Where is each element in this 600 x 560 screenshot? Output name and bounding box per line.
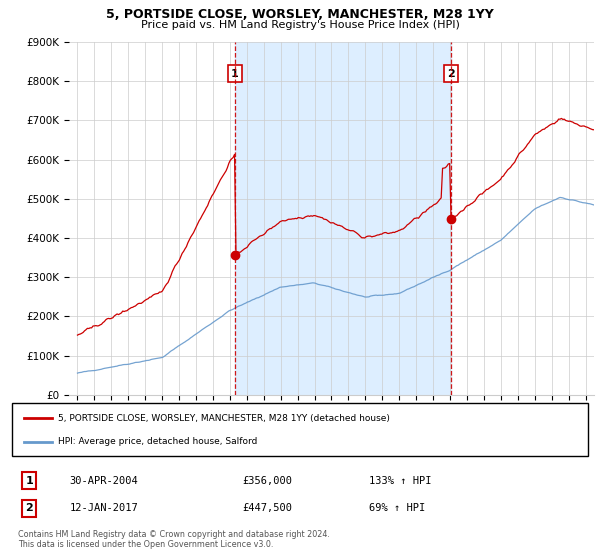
Text: 2: 2 [447, 69, 455, 79]
Text: 1: 1 [231, 69, 239, 79]
Text: 12-JAN-2017: 12-JAN-2017 [70, 503, 139, 513]
FancyBboxPatch shape [12, 403, 588, 456]
Text: 69% ↑ HPI: 69% ↑ HPI [369, 503, 425, 513]
Text: 5, PORTSIDE CLOSE, WORSLEY, MANCHESTER, M28 1YY (detached house): 5, PORTSIDE CLOSE, WORSLEY, MANCHESTER, … [58, 414, 390, 423]
Text: HPI: Average price, detached house, Salford: HPI: Average price, detached house, Salf… [58, 437, 257, 446]
Text: 1: 1 [25, 476, 33, 486]
Text: 30-APR-2004: 30-APR-2004 [70, 476, 139, 486]
Text: 5, PORTSIDE CLOSE, WORSLEY, MANCHESTER, M28 1YY: 5, PORTSIDE CLOSE, WORSLEY, MANCHESTER, … [106, 8, 494, 21]
Bar [235, 42, 451, 395]
Text: Contains HM Land Registry data © Crown copyright and database right 2024.
This d: Contains HM Land Registry data © Crown c… [18, 530, 329, 549]
Text: 133% ↑ HPI: 133% ↑ HPI [369, 476, 431, 486]
Text: £447,500: £447,500 [242, 503, 292, 513]
Text: Price paid vs. HM Land Registry's House Price Index (HPI): Price paid vs. HM Land Registry's House … [140, 20, 460, 30]
Text: 2: 2 [25, 503, 33, 513]
Text: £356,000: £356,000 [242, 476, 292, 486]
